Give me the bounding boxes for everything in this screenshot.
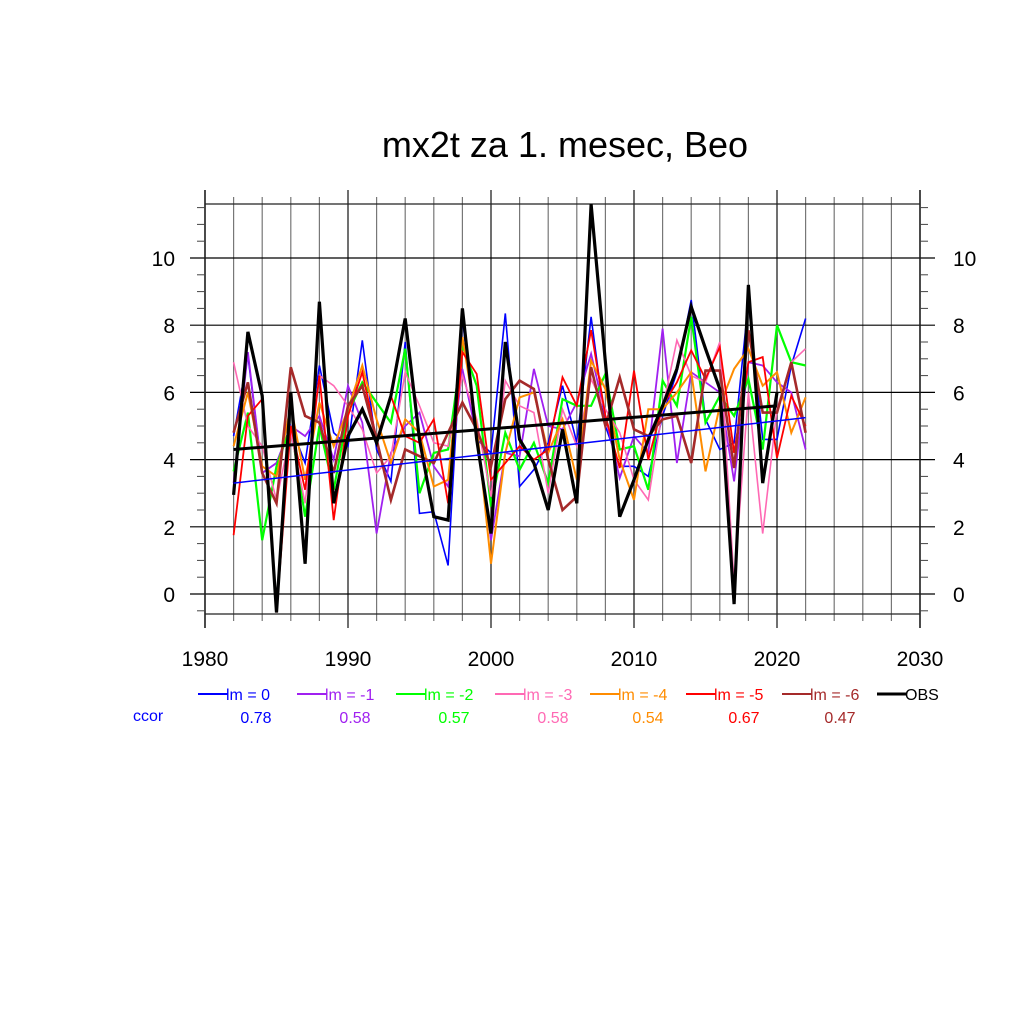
y-tick-label-right: 6: [953, 382, 965, 405]
y-tick-label-left: 6: [163, 382, 175, 405]
series-group: [232, 204, 807, 613]
y-tick-label-left: 4: [163, 450, 175, 473]
legend-label: OBS: [905, 687, 939, 704]
ccor-value: 0.54: [632, 710, 663, 727]
x-tick-label: 2020: [754, 648, 801, 671]
legend-item-0: lm = 0 0.78: [198, 687, 272, 727]
legend-label: lm = 0: [226, 687, 270, 704]
chart-title: mx2t za 1. mesec, Beo: [381, 124, 749, 165]
legend-item-1: lm = -1 0.58: [297, 687, 374, 727]
legend-label: lm = -2: [424, 687, 473, 704]
legend-item-3: lm = -3 0.58: [495, 687, 572, 727]
legend-item-5: lm = -5 0.67: [686, 687, 763, 727]
ccor-value: 0.78: [240, 710, 271, 727]
y-tick-label-right: 2: [953, 517, 965, 540]
y-tick-label-left: 10: [152, 248, 175, 271]
ccor-value: 0.58: [537, 710, 568, 727]
y-tick-label-left: 8: [163, 315, 175, 338]
ccor-value: 0.67: [728, 710, 759, 727]
y-tick-label-right: 4: [953, 450, 965, 473]
trend-line-7: [233, 404, 778, 452]
legend-item-4: lm = -4 0.54: [590, 687, 667, 727]
trend-line-0: [233, 416, 806, 484]
x-tick-label: 2000: [468, 648, 515, 671]
ccor-value: 0.58: [339, 710, 370, 727]
axes: 0 0 2 2 4 4 6 6 8 8 10 10 1980 1990 2000 2010 2020 2030: [152, 190, 976, 671]
legend-label: lm = -1: [325, 687, 374, 704]
y-tick-label-left: 2: [163, 517, 175, 540]
ccor-value: 0.57: [438, 710, 469, 727]
y-tick-label-right: 8: [953, 315, 965, 338]
x-tick-label: 2030: [897, 648, 944, 671]
legend-item-7: OBS: [877, 687, 939, 704]
x-tick-label: 2010: [611, 648, 658, 671]
legend-item-2: lm = -2 0.57: [396, 687, 473, 727]
legend-label: lm = -5: [714, 687, 763, 704]
ccor-value: 0.47: [824, 710, 855, 727]
legend-label: lm = -6: [810, 687, 859, 704]
legend-label: lm = -3: [523, 687, 572, 704]
legend-item-6: lm = -6 0.47: [782, 687, 859, 727]
y-tick-label-left: 0: [163, 584, 175, 607]
legend-label: lm = -4: [618, 687, 667, 704]
x-tick-label: 1980: [182, 648, 229, 671]
y-tick-label-right: 0: [953, 584, 965, 607]
ccor-label: ccor: [133, 708, 164, 725]
series-line-0: [232, 299, 807, 566]
y-tick-label-right: 10: [953, 248, 976, 271]
x-tick-label: 1990: [325, 648, 372, 671]
series-line-7: [232, 204, 779, 613]
legend: lm = 0 0.78 lm = -1 0.58 lm = -2 0.57 lm = -3 0…: [133, 687, 939, 727]
